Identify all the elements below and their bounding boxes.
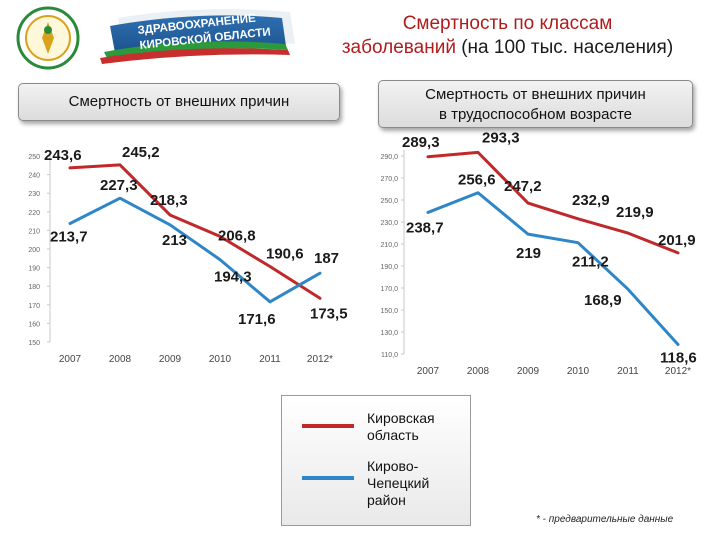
- chart1-data-label-kchr: 213,7: [50, 229, 88, 246]
- chart1-y-tick-label: 210: [28, 228, 40, 235]
- chart1-y-tick-label: 220: [28, 210, 40, 217]
- chart2-series-kirov-line: [426, 150, 680, 255]
- chart2-y-tick-label: 270,0: [380, 176, 398, 183]
- chart2-y-tick-label: 190,0: [380, 264, 398, 271]
- chart2-data-label-kirov: 201,9: [658, 232, 696, 249]
- chart1-title: Смертность от внешних причин: [68, 93, 290, 110]
- legend-swatch-kchr: [302, 476, 354, 480]
- footnote: * - предварительные данные: [536, 514, 674, 525]
- chart2-title-box: Смертность от внешних причин в трудоспосо…: [378, 80, 693, 128]
- chart2-data-label-kirov: 219,9: [616, 204, 654, 221]
- chart2-data-label-kchr: 118,6: [660, 350, 697, 367]
- chart1-data-label-kirov: 245,2: [122, 144, 160, 161]
- title-line-1: Смертность по классам: [402, 13, 613, 34]
- chart2-data-label-kirov: 293,3: [482, 129, 520, 146]
- chart1-y-tick-label: 250: [28, 154, 40, 161]
- chart2-data-label-kchr: 168,9: [584, 292, 622, 309]
- chart1-y-tick-label: 150: [28, 340, 40, 347]
- chart2-x-tick-label: 2007: [417, 366, 440, 377]
- chart1-y-tick-label: 190: [28, 266, 40, 273]
- chart2-y-tick-label: 290,0: [380, 154, 398, 161]
- chart1-series-kirov-line: [68, 163, 322, 300]
- chart1-data-label-kirov: 243,6: [44, 147, 82, 164]
- chart1-data-label-kirov: 173,5: [310, 305, 348, 322]
- chart2-data-label-kchr: 211,2: [572, 254, 609, 271]
- legend-label-kirov: Кировская область: [367, 410, 435, 443]
- chart1-title-box: Смертность от внешних причин: [18, 83, 340, 121]
- chart2-y-tick-label: 170,0: [380, 286, 398, 293]
- chart2-y-tick-label: 230,0: [380, 220, 398, 227]
- chart2-y-tick-label: 130,0: [380, 330, 398, 337]
- chart1-x-tick-label: 2008: [109, 354, 132, 365]
- chart1-y-tick-label: 180: [28, 284, 40, 291]
- chart1-data-label-kchr: 187: [314, 250, 339, 267]
- title-line-2b: (на 100 тыс. населения): [455, 37, 674, 58]
- chart1-y-tick-label: 230: [28, 191, 40, 198]
- chart2-title: Смертность от внешних причин в трудоспосо…: [425, 86, 646, 123]
- chart1-data-label-kchr: 171,6: [238, 311, 276, 328]
- chart1-x-tick-label: 2009: [159, 354, 182, 365]
- chart1-series-kchr-line: [68, 196, 322, 304]
- chart2-data-label-kirov: 232,9: [572, 192, 610, 209]
- chart1-y-tick-label: 200: [28, 247, 40, 254]
- chart2-data-label-kchr: 219: [516, 245, 541, 262]
- legend-swatch-kirov: [302, 424, 354, 428]
- chart1-x-tick-label: 2011: [259, 354, 281, 365]
- chart1-data-label-kirov: 206,8: [218, 227, 256, 244]
- chart2-data-label-kchr: 256,6: [458, 172, 496, 189]
- chart2-x-tick-label: 2010: [567, 366, 590, 377]
- legend-label-kchr: Кирово- Чепецкий район: [367, 458, 430, 508]
- chart2-data-label-kirov: 247,2: [504, 178, 542, 195]
- chart1-y-tick-label: 160: [28, 321, 40, 328]
- chart1-x-tick-label: 2007: [59, 354, 82, 365]
- chart2-data-label-kirov: 289,3: [402, 134, 440, 151]
- chart2-y-tick-label: 110,0: [381, 352, 398, 359]
- title-line-2a: заболеваний: [341, 37, 456, 58]
- page-title: Смертность по классам заболеваний (на 10…: [300, 12, 715, 60]
- chart1-data-label-kirov: 190,6: [266, 245, 304, 262]
- chart1-y-tick-label: 170: [28, 303, 40, 310]
- legend: Кировская область Кирово- Чепецкий район: [281, 395, 471, 526]
- chart1-data-label-kchr: 213: [162, 232, 187, 249]
- chart2-series-kchr-line: [426, 191, 680, 347]
- chart2-x-tick-label: 2011: [617, 366, 639, 377]
- chart1-y-tick-label: 240: [28, 173, 40, 180]
- chart1-x-tick-label: 2010: [209, 354, 232, 365]
- chart2-y-tick-label: 150,0: [380, 308, 398, 315]
- ministry-logo: ЗДРАВООХРАНЕНИЕ КИРОВСКОЙ ОБЛАСТИ: [16, 6, 295, 70]
- chart2-x-tick-label: 2008: [467, 366, 490, 377]
- chart1-data-label-kirov: 218,3: [150, 192, 188, 209]
- chart1-data-label-kchr: 227,3: [100, 177, 138, 194]
- chart2-data-label-kchr: 238,7: [406, 219, 444, 236]
- chart1-x-tick-label: 2012*: [307, 354, 333, 365]
- chart2-x-tick-label: 2012*: [665, 366, 691, 377]
- chart2-y-tick-label: 250,0: [380, 198, 398, 205]
- chart2-x-tick-label: 2009: [517, 366, 540, 377]
- chart1-data-label-kchr: 194,3: [214, 269, 252, 286]
- chart2-y-tick-label: 210,0: [380, 242, 398, 249]
